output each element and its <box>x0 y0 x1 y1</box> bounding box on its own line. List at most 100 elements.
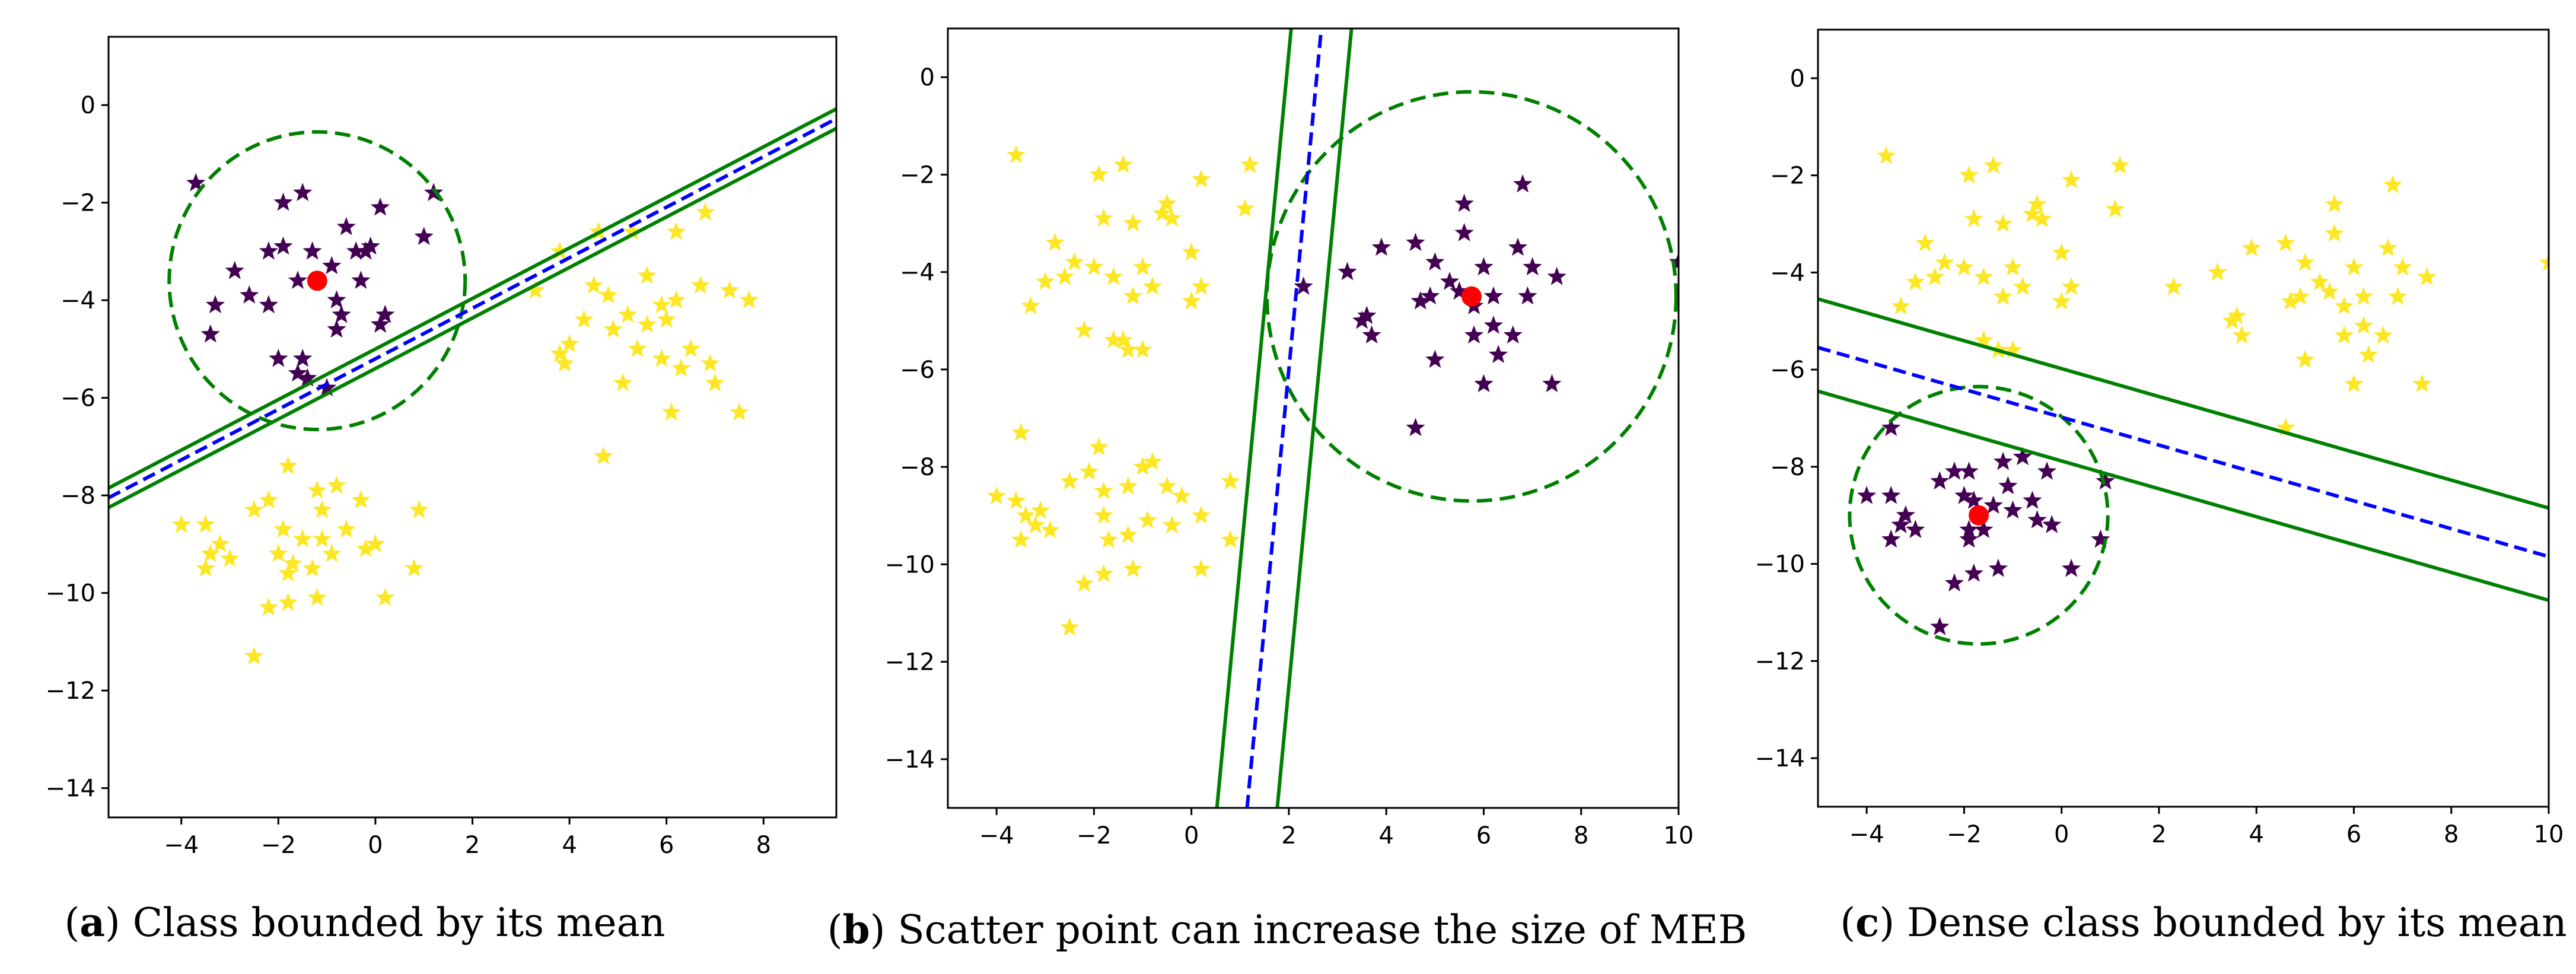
data-point <box>2276 233 2295 252</box>
data-point <box>205 295 225 314</box>
data-point <box>1483 286 1504 305</box>
data-point <box>1094 505 1113 524</box>
data-point <box>1098 530 1119 549</box>
caption-a: (a) Class bounded by its mean <box>65 899 666 946</box>
data-point <box>550 343 569 362</box>
data-point <box>2052 243 2071 262</box>
data-point <box>336 217 356 235</box>
data-point <box>1036 272 1055 290</box>
data-point <box>2061 558 2081 577</box>
data-point <box>1508 237 1528 256</box>
x-tick-label: −4 <box>164 832 199 859</box>
y-tick-label: −10 <box>1755 551 1805 578</box>
data-point <box>327 319 346 338</box>
data-point <box>1454 222 1474 241</box>
data-point <box>2032 209 2052 228</box>
data-point <box>1162 208 1182 227</box>
data-point <box>2388 287 2408 305</box>
data-point <box>1094 208 1113 227</box>
data-point <box>327 290 346 308</box>
data-point <box>1104 266 1123 285</box>
x-tick-label: 8 <box>756 832 771 859</box>
data-point <box>2320 282 2339 300</box>
data-point <box>555 354 575 372</box>
data-point <box>1191 505 1211 524</box>
data-point <box>1045 233 1065 252</box>
class-mean-point <box>1461 286 1482 307</box>
data-point <box>2417 267 2437 286</box>
data-point <box>1450 281 1469 300</box>
data-point <box>2023 204 2042 222</box>
data-point <box>1410 291 1430 310</box>
data-point <box>1142 451 1163 470</box>
data-point <box>2003 500 2023 519</box>
x-tick-label: 0 <box>1184 822 1199 849</box>
data-point <box>269 543 288 562</box>
data-point <box>1474 374 1494 393</box>
y-tick-label: 0 <box>920 64 935 91</box>
y-tick-label: 0 <box>81 92 95 119</box>
data-point <box>2110 155 2130 174</box>
data-point <box>1440 272 1460 290</box>
data-point <box>2096 471 2115 490</box>
y-tick-label: −2 <box>900 161 935 189</box>
axes-frame <box>1817 28 2550 808</box>
series-purple-class <box>1294 174 1679 437</box>
data-point <box>598 285 618 304</box>
data-point <box>1133 340 1152 358</box>
data-point <box>1123 213 1143 232</box>
data-point <box>1906 520 1925 539</box>
data-point <box>1118 525 1138 543</box>
data-point <box>1964 209 1983 228</box>
data-point <box>1172 486 1192 505</box>
data-point <box>1488 345 1508 363</box>
data-point <box>2222 311 2242 329</box>
data-point <box>1935 253 1954 271</box>
data-point <box>1406 233 1425 252</box>
data-point <box>1896 505 1915 524</box>
data-point <box>1133 257 1152 276</box>
data-point <box>2412 374 2432 393</box>
data-point <box>2208 262 2227 281</box>
y-tick-label: −8 <box>1770 454 1805 481</box>
data-point <box>346 241 366 260</box>
data-point <box>2037 461 2057 480</box>
data-point <box>196 514 215 533</box>
caption-b-letter: b <box>843 906 870 953</box>
panel-b: −4 −2 0 2 4 6 8 10 0 −2 −4 −6 −8 −10 −12 −14 <box>885 27 1693 849</box>
data-point <box>1857 486 1877 504</box>
data-point <box>303 558 322 577</box>
data-point <box>1891 515 1910 533</box>
data-point <box>2295 253 2315 271</box>
data-point <box>307 480 327 499</box>
data-point <box>594 446 613 465</box>
data-point <box>987 486 1007 505</box>
y-tick-label: −12 <box>1755 648 1805 675</box>
plot-area <box>987 28 1679 808</box>
data-point <box>1060 617 1080 636</box>
y-tick-label: −8 <box>61 482 95 510</box>
data-point <box>317 378 337 396</box>
data-point <box>1944 461 1964 480</box>
data-point <box>259 490 279 509</box>
data-point <box>312 499 332 518</box>
data-point <box>1925 267 1945 286</box>
data-point <box>1152 203 1172 222</box>
data-point <box>1464 325 1484 344</box>
data-point <box>1162 515 1182 534</box>
data-point <box>375 304 395 323</box>
data-point <box>2003 340 2023 359</box>
y-tick-label: −2 <box>1770 163 1805 190</box>
data-point <box>584 275 604 294</box>
data-point <box>1425 349 1445 368</box>
series-purple-class <box>186 173 444 396</box>
caption-c-text: Dense class bounded by its mean <box>1907 900 2567 946</box>
data-point <box>327 475 346 494</box>
data-point <box>322 256 342 275</box>
caption-a-letter: a <box>79 899 105 946</box>
x-tick-label: 6 <box>2346 821 2361 848</box>
axes-frame <box>947 27 1680 809</box>
data-point <box>336 519 356 538</box>
data-point <box>2325 194 2344 213</box>
